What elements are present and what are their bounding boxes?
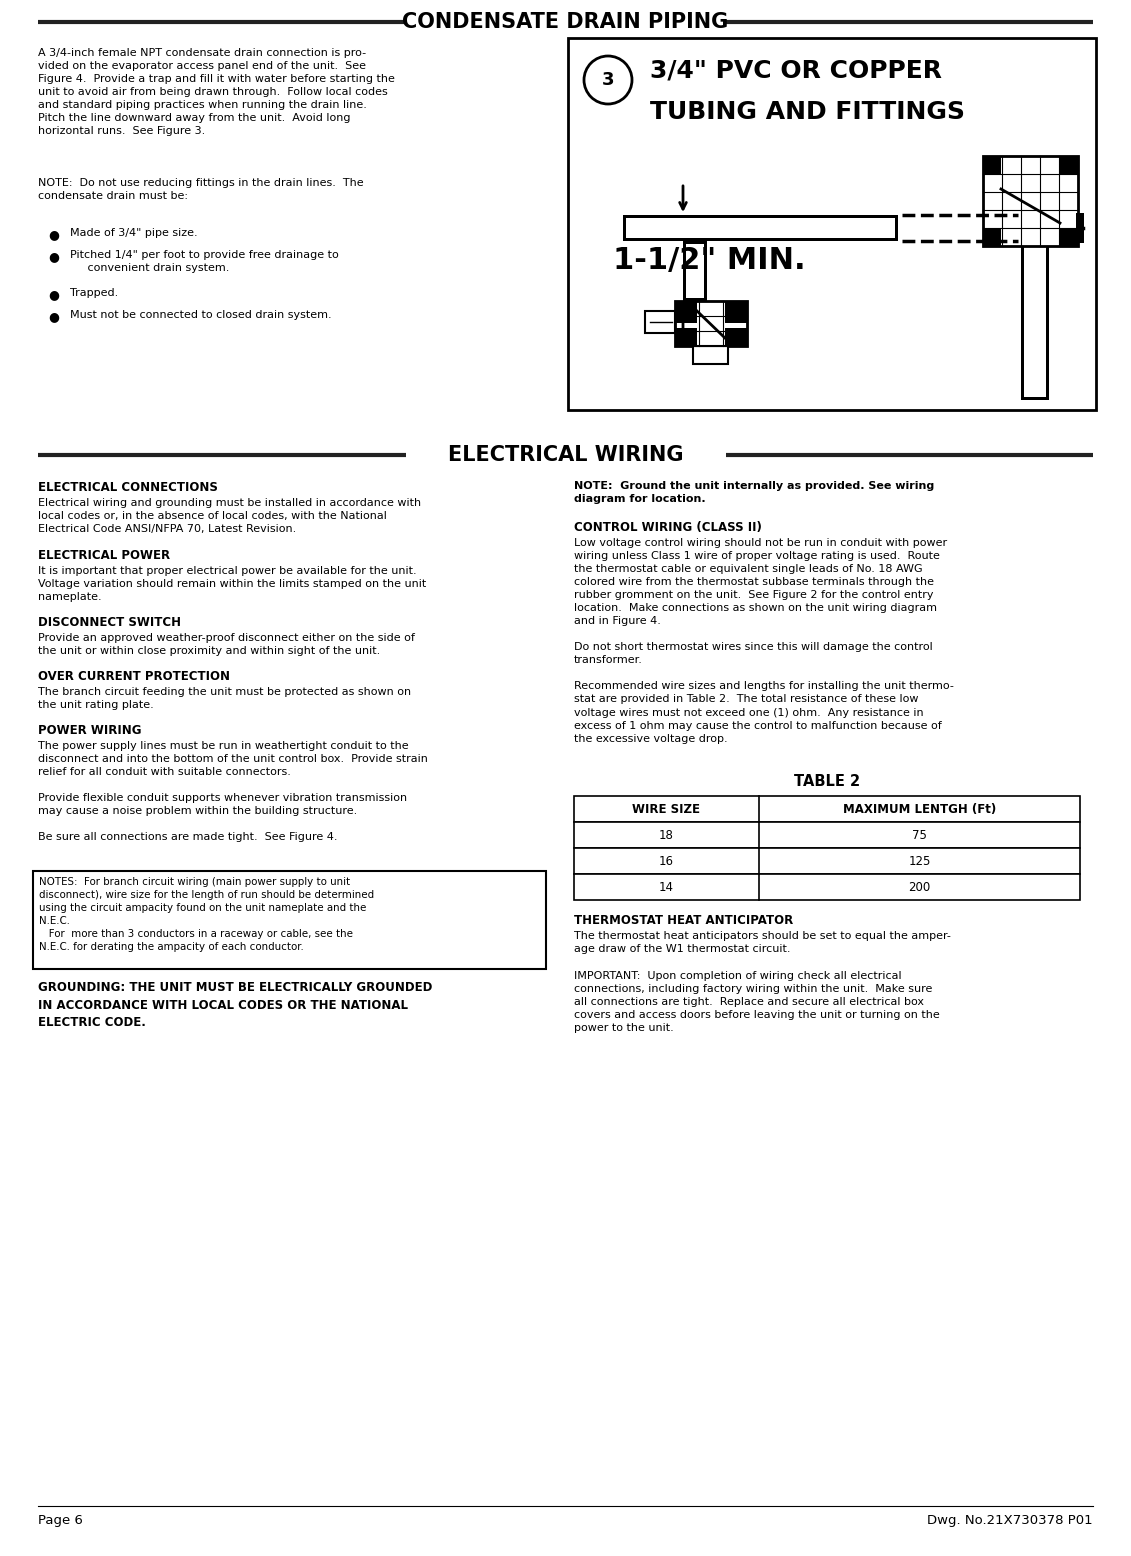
Text: The power supply lines must be run in weathertight conduit to the
disconnect and: The power supply lines must be run in we… [38, 741, 428, 842]
Text: 200: 200 [908, 881, 931, 893]
Bar [575, 848, 1080, 874]
Text: NOTES:  For branch circuit wiring (main power supply to unit
disconnect), wire s: NOTES: For branch circuit wiring (main p… [38, 878, 374, 952]
Text: NOTE:  Ground the unit internally as provided. See wiring
diagram for location.: NOTE: Ground the unit internally as prov… [575, 481, 934, 504]
Text: 75: 75 [912, 828, 927, 842]
Bar [1021, 215, 1048, 400]
Text: Low voltage control wiring should not be run in conduit with power
wiring unless: Low voltage control wiring should not be… [575, 538, 953, 744]
Text: ELECTRICAL POWER: ELECTRICAL POWER [38, 549, 170, 562]
Bar [575, 874, 1080, 899]
Bar [575, 822, 1080, 848]
Text: ●: ● [48, 310, 59, 324]
Text: ELECTRICAL CONNECTIONS: ELECTRICAL CONNECTIONS [38, 481, 218, 493]
Text: 16: 16 [659, 854, 674, 868]
Text: It is important that proper electrical power be available for the unit.
Voltage : It is important that proper electrical p… [38, 565, 426, 602]
Circle shape [584, 56, 632, 104]
Text: GROUNDING: THE UNIT MUST BE ELECTRICALLY GROUNDED
IN ACCORDANCE WITH LOCAL CODES: GROUNDING: THE UNIT MUST BE ELECTRICALLY… [38, 980, 432, 1029]
Text: CONDENSATE DRAIN PIPING: CONDENSATE DRAIN PIPING [403, 12, 728, 33]
Text: Provide an approved weather-proof disconnect either on the side of
the unit or w: Provide an approved weather-proof discon… [38, 633, 415, 657]
Bar [725, 300, 746, 324]
Text: Made of 3/4" pipe size.: Made of 3/4" pipe size. [70, 229, 198, 238]
Text: 18: 18 [659, 828, 674, 842]
Bar [625, 218, 895, 238]
Text: TUBING AND FITTINGS: TUBING AND FITTINGS [650, 100, 965, 124]
Text: DISCONNECT SWITCH: DISCONNECT SWITCH [38, 616, 181, 629]
Bar [983, 156, 1078, 246]
Text: 125: 125 [908, 854, 931, 868]
Text: Dwg. No.21X730378 P01: Dwg. No.21X730378 P01 [927, 1514, 1093, 1526]
Text: Pitched 1/4" per foot to provide free drainage to
     convenient drain system.: Pitched 1/4" per foot to provide free dr… [70, 251, 339, 272]
Bar [675, 300, 746, 345]
Bar [725, 328, 746, 345]
Text: Page 6: Page 6 [38, 1514, 83, 1526]
Text: 3/4" PVC OR COPPER: 3/4" PVC OR COPPER [650, 58, 942, 82]
Bar [645, 311, 675, 333]
Text: ●: ● [48, 229, 59, 241]
Text: ●: ● [48, 288, 59, 300]
Bar [33, 871, 546, 969]
Text: THERMOSTAT HEAT ANTICIPATOR: THERMOSTAT HEAT ANTICIPATOR [575, 913, 793, 927]
Text: 14: 14 [659, 881, 674, 893]
Bar [575, 797, 1080, 822]
Text: MAXIMUM LENTGH (Ft): MAXIMUM LENTGH (Ft) [843, 803, 996, 815]
Text: ●: ● [48, 251, 59, 263]
Bar [983, 229, 1001, 246]
Text: CONTROL WIRING (CLASS II): CONTROL WIRING (CLASS II) [575, 521, 762, 534]
Text: POWER WIRING: POWER WIRING [38, 724, 141, 738]
Bar [675, 328, 697, 345]
Text: A 3/4-inch female NPT condensate drain connection is pro-
vided on the evaporato: A 3/4-inch female NPT condensate drain c… [38, 48, 395, 137]
Bar [675, 300, 697, 324]
Bar [1024, 218, 1046, 397]
Bar [623, 215, 898, 241]
Bar [1076, 213, 1083, 243]
Text: The thermostat heat anticipators should be set to equal the amper-
age draw of t: The thermostat heat anticipators should … [575, 930, 951, 954]
Text: Must not be connected to closed drain system.: Must not be connected to closed drain sy… [70, 310, 331, 321]
Bar [687, 244, 703, 299]
Bar [693, 345, 728, 364]
Text: 3: 3 [602, 72, 614, 89]
Text: OVER CURRENT PROTECTION: OVER CURRENT PROTECTION [38, 671, 230, 683]
Text: IMPORTANT:  Upon completion of wiring check all electrical
connections, includin: IMPORTANT: Upon completion of wiring che… [575, 971, 940, 1033]
Bar [983, 156, 1001, 174]
Bar [1060, 229, 1078, 246]
Bar [568, 37, 1096, 409]
Text: TABLE 2: TABLE 2 [794, 773, 860, 789]
Bar [683, 241, 707, 300]
Text: NOTE:  Do not use reducing fittings in the drain lines.  The
condensate drain mu: NOTE: Do not use reducing fittings in th… [38, 177, 364, 201]
Text: The branch circuit feeding the unit must be protected as shown on
the unit ratin: The branch circuit feeding the unit must… [38, 688, 412, 710]
Text: 1-1/2" MIN.: 1-1/2" MIN. [613, 246, 805, 275]
Bar [1060, 156, 1078, 174]
Text: Electrical wiring and grounding must be installed in accordance with
local codes: Electrical wiring and grounding must be … [38, 498, 421, 534]
Text: ELECTRICAL WIRING: ELECTRICAL WIRING [448, 445, 683, 465]
Text: WIRE SIZE: WIRE SIZE [632, 803, 700, 815]
Text: Trapped.: Trapped. [70, 288, 119, 299]
